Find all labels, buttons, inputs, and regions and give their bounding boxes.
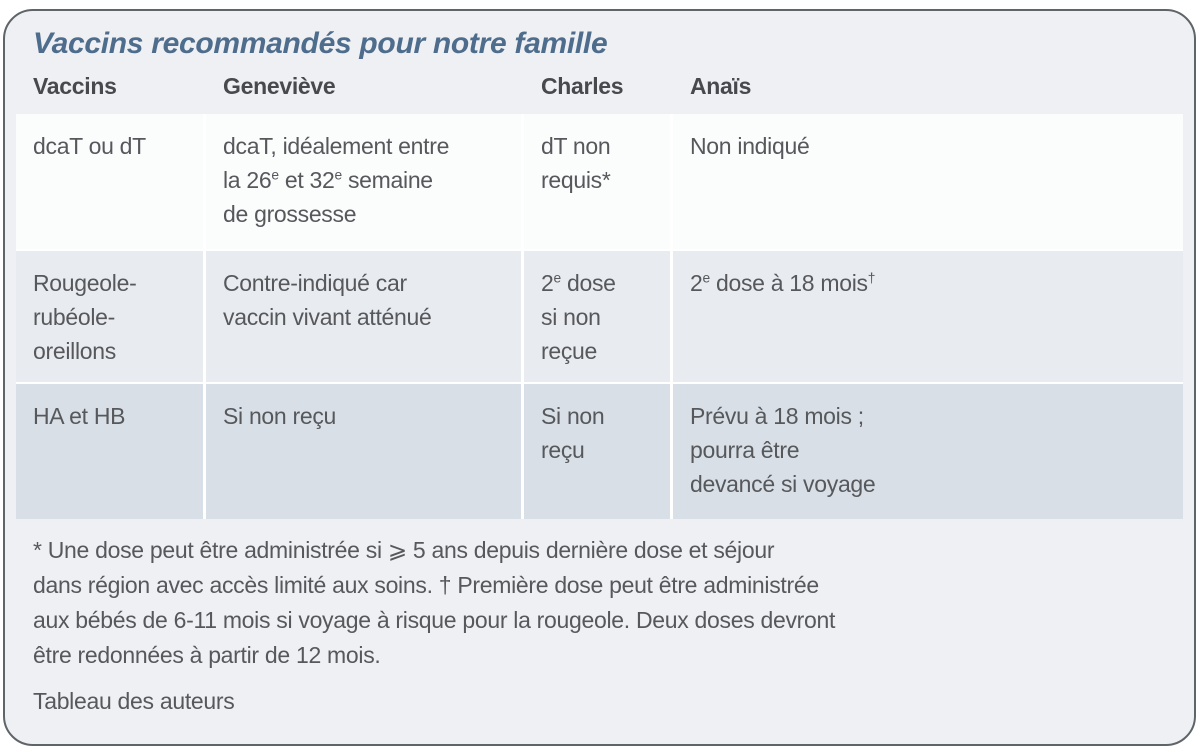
column-header-charles: Charles — [541, 73, 624, 99]
card-content: Vaccins recommandés pour notre famille V… — [5, 11, 1194, 715]
column-header-anais: Anaïs — [690, 73, 752, 99]
table-row-dcat: dcaT ou dT dcaT, idéalement entre la 26e … — [16, 114, 1183, 249]
vaccine-table-card: Vaccins recommandés pour notre famille V… — [3, 9, 1196, 746]
cell-vaccine-name: HA et HB — [16, 384, 203, 519]
cell-anais: Non indiqué — [673, 114, 1183, 249]
cell-vaccine-name: dcaT ou dT — [16, 114, 203, 249]
column-header-vaccins: Vaccins — [33, 73, 117, 99]
cell-genevieve: Si non reçu — [206, 384, 521, 519]
table-body: dcaT ou dT dcaT, idéalement entre la 26e … — [16, 114, 1183, 519]
cell-genevieve: Contre-indiqué car vaccin vivant atténué — [206, 251, 521, 382]
table-header-row: Vaccins Geneviève Charles Anaïs — [16, 73, 1183, 114]
column-header-genevieve: Geneviève — [223, 73, 336, 99]
source-credit: Tableau des auteurs — [33, 688, 235, 714]
table-row-rro: Rougeole-rubéole-oreillons Contre-indiqu… — [16, 251, 1183, 382]
cell-charles: 2e dose si non reçue — [524, 251, 670, 382]
cell-charles: Si non reçu — [524, 384, 670, 519]
cell-charles: dT non requis* — [524, 114, 670, 249]
card-title: Vaccins recommandés pour notre famille — [33, 27, 608, 60]
cell-genevieve: dcaT, idéalement entre la 26e et 32e sema… — [206, 114, 521, 249]
table-row-ha-hb: HA et HB Si non reçu Si non reçu Prévu à … — [16, 384, 1183, 519]
cell-vaccine-name: Rougeole-rubéole-oreillons — [16, 251, 203, 382]
footnote: * Une dose peut être administrée si ⩾ 5 … — [33, 537, 836, 668]
cell-anais: Prévu à 18 mois ; pourra être devancé si v… — [673, 384, 1183, 519]
cell-anais: 2e dose à 18 mois† — [673, 251, 1183, 382]
